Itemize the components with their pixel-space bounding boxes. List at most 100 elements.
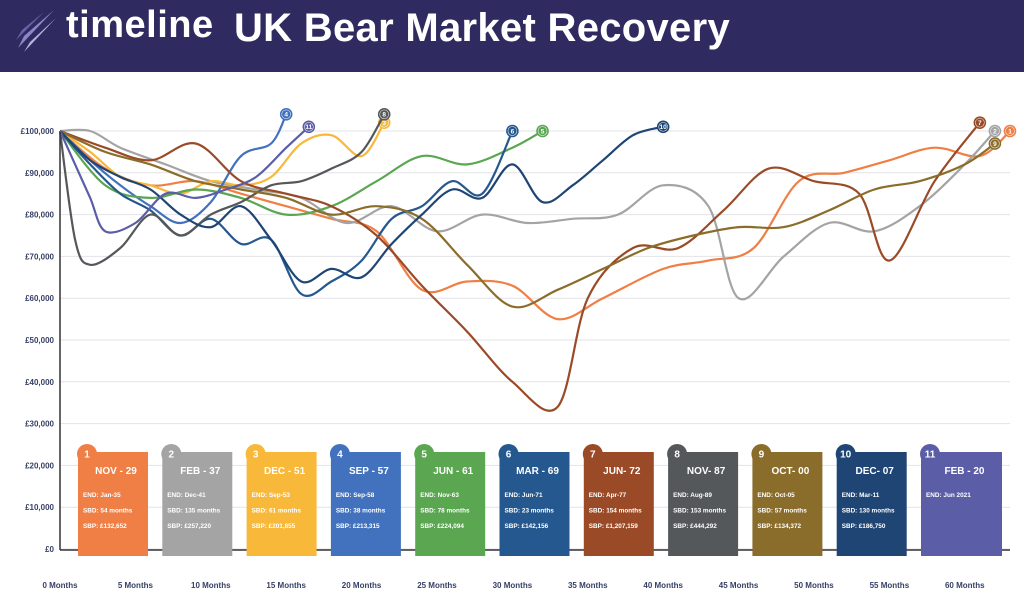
series-end-label-11: 11 [305, 124, 312, 131]
legend-card-badge [77, 444, 97, 464]
series-end-label-6: 6 [511, 128, 515, 135]
legend-card-bg [415, 452, 486, 556]
legend-card-sbd: SBD: 153 months [673, 508, 726, 515]
legend-card-bg [499, 452, 570, 556]
series-end-dot-5 [538, 126, 547, 136]
legend-card-title: OCT- 00 [772, 466, 810, 477]
legend-card-bg [668, 452, 739, 556]
y-tick-label: £30,000 [25, 420, 54, 429]
legend-card-2: 2 FEB - 37 END: Dec-41 SBD: 135 months SBP: … [161, 444, 233, 556]
series-end-dot-11 [304, 122, 314, 132]
legend-card-3: 3 DEC - 51 END: Sep-53 SBD: 61 months SBP: £… [245, 444, 317, 556]
series-line-11 [58, 125, 310, 234]
series-end-dot-9 [990, 139, 1000, 148]
legend-card-number: 9 [759, 450, 765, 461]
legend-card-sbp: SBP: £213,315 [336, 523, 380, 530]
legend-card-title: DEC - 51 [264, 466, 306, 477]
legend-card-sbd: SBD: 38 months [336, 508, 386, 515]
y-tick-label: £50,000 [25, 336, 54, 345]
y-tick-label: £0 [45, 545, 54, 554]
legend-card-badge [414, 444, 435, 464]
legend-card-sbp: SBP: £444,292 [673, 523, 717, 530]
x-axis-ticks: 0 Months 5 Months 10 Months 15 Months 20 Mon… [42, 581, 985, 590]
legend-card-end: END: Oct-05 [757, 492, 795, 499]
legend-card-8: 8 NOV- 87 END: Aug-89 SBD: 153 months SBP: £… [667, 444, 739, 556]
legend-card-sbp: SBP: £132,652 [83, 523, 127, 530]
x-tick-label: 10 Months [191, 581, 231, 590]
legend-card-bg [162, 452, 233, 556]
legend-card-sbd: SBD: 54 months [83, 508, 133, 515]
legend-card-end: END: Dec-41 [167, 492, 206, 499]
y-tick-label: £10,000 [25, 503, 54, 512]
legend-card-badge [498, 444, 519, 464]
series-line-8 [58, 113, 386, 266]
legend-card-bg [330, 452, 401, 556]
legend-card-number: 4 [337, 450, 343, 461]
legend-card-title: SEP - 57 [349, 466, 389, 477]
legend-card-title: NOV - 29 [95, 466, 137, 477]
series-line-7 [59, 121, 981, 412]
legend-card-sbp: SBP: £201,855 [252, 523, 296, 530]
legend-card-sbp: SBP: £1,207,159 [589, 523, 638, 530]
line-chart: £0 £10,000 £20,000 £30,000 £40,000 £50,000 £60… [21, 107, 1017, 590]
x-tick-label: 0 Months [42, 581, 78, 590]
series-line-1 [59, 130, 1011, 321]
legend-card-end: END: Jan-35 [83, 492, 121, 499]
x-tick-label: 35 Months [568, 581, 608, 590]
legend-card-sbp: SBP: £257,220 [167, 523, 211, 530]
legend-card-sbd: SBD: 78 months [420, 508, 470, 515]
legend-card-number: 8 [674, 450, 680, 461]
series-end-label-8: 8 [382, 112, 386, 119]
legend-card-end: END: Jun 2021 [926, 492, 971, 499]
legend-card-sbp: SBP: £134,372 [757, 523, 801, 530]
x-tick-label: 45 Months [719, 581, 759, 590]
x-tick-label: 5 Months [118, 581, 154, 590]
legend-card-badge [667, 444, 688, 464]
legend-card-badge [161, 444, 182, 464]
series-end-label-4: 4 [284, 112, 288, 119]
legend-card-number: 6 [506, 450, 512, 461]
page-title: UK Bear Market Recovery [234, 6, 731, 50]
series-line-5 [59, 130, 544, 216]
series-end-label-9: 9 [993, 141, 997, 148]
x-tick-label: 50 Months [794, 581, 834, 590]
series-end-dot-3 [380, 118, 389, 127]
legend-card-badge [329, 444, 350, 464]
legend-card-sbd: SBD: 130 months [842, 508, 895, 515]
series-end-label-7: 7 [978, 120, 982, 127]
legend-card-badge [835, 444, 856, 464]
y-tick-label: £40,000 [25, 378, 54, 387]
series-end-dot-4 [281, 110, 291, 119]
x-tick-label: 20 Months [342, 581, 382, 590]
legend-card-number: 1 [84, 450, 90, 461]
legend-card-title: DEC- 07 [856, 466, 895, 477]
y-tick-label: £100,000 [21, 127, 55, 136]
legend-card-number: 2 [169, 450, 175, 461]
legend-card-sbd: SBD: 57 months [757, 508, 807, 515]
legend-card-end: END: Sep-58 [336, 492, 375, 499]
legend-card-end: END: Apr-77 [589, 492, 627, 499]
legend-card-end: END: Mar-11 [842, 492, 880, 499]
series-line-10 [59, 125, 664, 284]
legend-card-number: 11 [925, 450, 936, 461]
y-tick-label: £60,000 [25, 294, 54, 303]
legend-card-sbp: SBP: £186,750 [842, 523, 886, 530]
legend-card-sbd: SBD: 135 months [167, 508, 220, 515]
y-tick-label: £90,000 [25, 169, 54, 178]
legend-card-title: JUN - 61 [433, 466, 473, 477]
legend-card-1: 1 NOV - 29 END: Jan-35 SBD: 54 months SBP: £… [77, 444, 148, 556]
series-end-dot-2 [990, 126, 1000, 136]
legend-card-6: 6 MAR - 69 END: Jun-71 SBD: 23 months SBP: £… [498, 444, 570, 556]
legend-card-sbp: SBP: £142,156 [505, 523, 549, 530]
x-tick-label: 25 Months [417, 581, 457, 590]
series-end-label-5: 5 [541, 128, 545, 135]
legend-card-sbd: SBD: 61 months [252, 508, 302, 515]
x-tick-label: 40 Months [643, 581, 683, 590]
x-tick-label: 30 Months [493, 581, 533, 590]
legend-card-badge [920, 444, 940, 464]
series-end-dot-6 [508, 126, 517, 136]
legend-card-bg [246, 452, 317, 556]
legend-card-bg [836, 452, 907, 556]
chart-series: 1 2 3 4 5 6 7 8 9 10 11 [58, 107, 1017, 412]
y-tick-label: £20,000 [25, 461, 54, 470]
